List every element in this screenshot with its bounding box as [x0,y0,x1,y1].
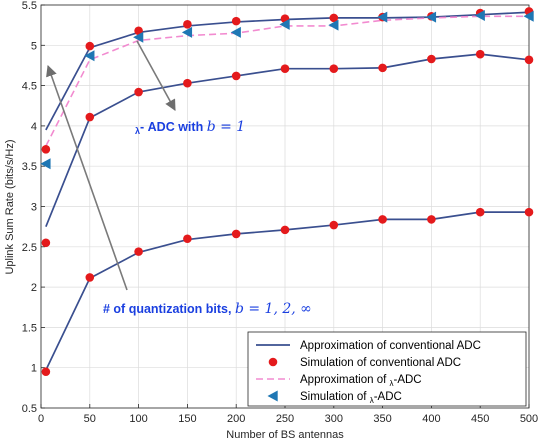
legend: Approximation of conventional ADC Simulat… [248,332,526,406]
data-point-sim-conventional-b2 [86,113,95,122]
data-point-sim-conventional-b2 [378,64,387,73]
x-tick-label: 0 [38,413,44,425]
data-point-sim-conventional-binf [86,42,95,51]
legend-label: Approximation of conventional ADC [300,340,481,352]
data-point-sim-conventional-binf [232,17,241,26]
y-tick-label: 2 [31,282,37,294]
legend-label: Simulation of conventional ADC [300,357,461,369]
data-point-sim-conventional-b1 [42,367,51,376]
data-point-sim-conventional-b2 [134,88,143,97]
data-point-sim-conventional-b1 [232,230,241,239]
y-tick-label: 1.5 [22,322,37,334]
data-point-sim-conventional-b1 [281,226,290,235]
legend-label: Simulation of 𝒨λ-ADC [300,391,402,405]
data-point-sim-conventional-b2 [525,56,534,65]
data-point-sim-conventional-b2 [281,64,290,73]
data-point-sim-conventional-binf [42,145,51,154]
data-point-sim-conventional-b2 [476,50,485,59]
y-tick-label: 2.5 [22,242,37,254]
annotation-quantization-bits: # of quantization bits, b = 1, 2, ∞ [103,301,312,317]
y-tick-label: 5 [31,40,37,52]
data-point-sim-conventional-b2 [330,64,339,73]
data-point-sim-conventional-b1 [525,208,534,217]
legend-swatch-sim-conventional [269,358,278,367]
x-axis-label: Number of BS antennas [226,429,344,441]
legend-label: Approximation of 𝒨λ-ADC [300,374,422,388]
x-tick-label: 150 [178,413,196,425]
x-tick-label: 100 [129,413,147,425]
data-point-sim-conventional-binf [183,20,192,29]
data-point-sim-conventional-b2 [42,238,51,247]
y-tick-label: 5.5 [22,0,37,12]
data-point-sim-conventional-b2 [232,72,241,81]
data-point-sim-conventional-b1 [330,221,339,230]
y-tick-label: 0.5 [22,403,37,415]
x-tick-label: 250 [276,413,294,425]
x-tick-label: 200 [227,413,245,425]
annotation-mx-adc-b1: 𝒨λ- ADC with b = 1 [135,119,245,136]
x-tick-label: 50 [84,413,96,425]
data-point-sim-conventional-b1 [86,273,95,282]
y-tick-label: 1 [31,363,37,375]
data-point-sim-conventional-b1 [183,234,192,243]
data-point-sim-conventional-b1 [476,208,485,217]
x-tick-label: 500 [520,413,538,425]
x-tick-label: 400 [422,413,440,425]
data-point-sim-conventional-b1 [134,247,143,256]
y-tick-label: 4.5 [22,81,37,93]
data-point-sim-conventional-b2 [427,55,436,64]
data-point-sim-conventional-b1 [378,215,387,224]
x-tick-label: 450 [471,413,489,425]
y-axis-label: Uplink Sum Rate (bits/s/Hz) [4,139,16,274]
data-point-sim-conventional-b1 [427,215,436,224]
y-tick-label: 3.5 [22,161,37,173]
x-tick-label: 300 [325,413,343,425]
x-tick-label: 350 [373,413,391,425]
y-tick-label: 3 [31,202,37,214]
y-tick-label: 4 [31,121,37,133]
data-point-sim-conventional-b2 [183,79,192,88]
